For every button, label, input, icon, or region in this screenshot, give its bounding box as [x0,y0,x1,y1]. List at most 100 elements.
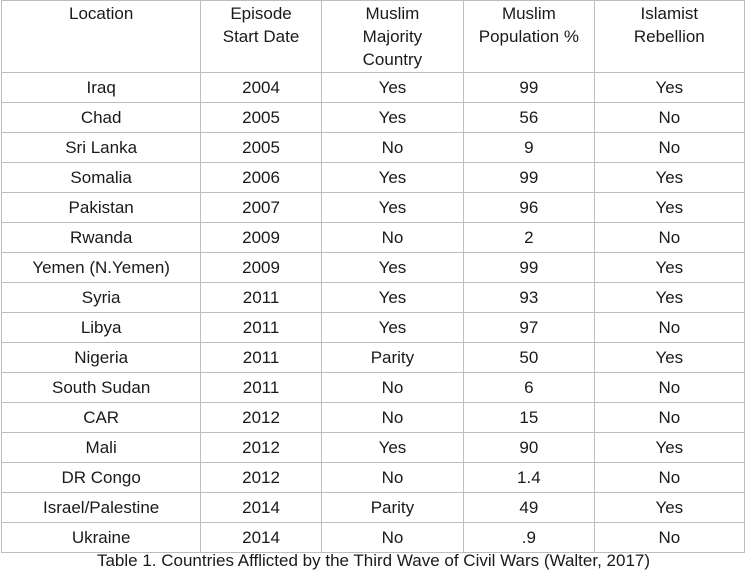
header-line: Islamist [640,4,699,23]
cell-muslim-majority-country: No [320,222,465,253]
cell-muslim-majority-country: Parity [320,492,465,523]
cell-location: Somalia [0,162,202,193]
header-line: Rebellion [633,27,705,46]
cell-episode-start-date: 2012 [200,402,322,433]
cell-episode-start-date: 2014 [200,522,322,553]
cell-muslim-majority-country: Yes [320,72,465,103]
cell-muslim-population-percent: 49 [463,492,595,523]
cell-islamist-rebellion: No [593,222,746,253]
cell-muslim-population-percent: .9 [463,522,595,553]
cell-location: Sri Lanka [0,132,202,163]
header-line: Location [69,4,134,23]
table-header: Location Episode Start Date Muslim Majority C… [0,0,746,73]
cell-islamist-rebellion: No [593,402,746,433]
cell-islamist-rebellion: Yes [593,282,746,313]
cell-episode-start-date: 2009 [200,222,322,253]
cell-location: Pakistan [0,192,202,223]
cell-islamist-rebellion: No [593,132,746,163]
cell-muslim-population-percent: 93 [463,282,595,313]
cell-islamist-rebellion: Yes [593,162,746,193]
cell-episode-start-date: 2014 [200,492,322,523]
cell-location: Israel/Palestine [0,492,202,523]
cell-episode-start-date: 2007 [200,192,322,223]
header-row: Location Episode Start Date Muslim Majority C… [0,0,746,73]
cell-muslim-majority-country: No [320,522,465,553]
cell-location: South Sudan [0,372,202,403]
table-row: Nigeria 2011 Parity 50 Yes [0,342,746,373]
cell-islamist-rebellion: No [593,462,746,493]
header-line: Start Date [222,27,300,46]
cell-islamist-rebellion: No [593,102,746,133]
cell-episode-start-date: 2005 [200,102,322,133]
header-line: Muslim [501,4,556,23]
cell-islamist-rebellion: Yes [593,72,746,103]
cell-muslim-population-percent: 96 [463,192,595,223]
cell-muslim-population-percent: 2 [463,222,595,253]
cell-episode-start-date: 2012 [200,432,322,463]
cell-episode-start-date: 2004 [200,72,322,103]
cell-islamist-rebellion: Yes [593,192,746,223]
cell-muslim-majority-country: No [320,132,465,163]
cell-location: Iraq [0,72,202,103]
cell-muslim-population-percent: 99 [463,72,595,103]
cell-episode-start-date: 2011 [200,372,322,403]
header-location: Location [0,0,202,73]
cell-muslim-population-percent: 50 [463,342,595,373]
cell-muslim-majority-country: Yes [320,252,465,283]
cell-islamist-rebellion: Yes [593,492,746,523]
cell-muslim-population-percent: 6 [463,372,595,403]
header-line: Majority [362,27,423,46]
civil-wars-table: Location Episode Start Date Muslim Majority C… [0,0,746,553]
header-line: Country [362,50,423,69]
table-row: Syria 2011 Yes 93 Yes [0,282,746,313]
cell-islamist-rebellion: No [593,372,746,403]
header-muslim-population-percent: Muslim Population % [463,0,595,73]
cell-location: CAR [0,402,202,433]
table-row: Pakistan 2007 Yes 96 Yes [0,192,746,223]
cell-muslim-population-percent: 9 [463,132,595,163]
cell-location: Nigeria [0,342,202,373]
cell-islamist-rebellion: Yes [593,432,746,463]
header-islamist-rebellion: Islamist Rebellion [593,0,746,73]
table-row: CAR 2012 No 15 No [0,402,746,433]
cell-muslim-majority-country: Yes [320,432,465,463]
table-row: South Sudan 2011 No 6 No [0,372,746,403]
cell-location: DR Congo [0,462,202,493]
cell-muslim-majority-country: Yes [320,282,465,313]
table-row: Mali 2012 Yes 90 Yes [0,432,746,463]
cell-episode-start-date: 2012 [200,462,322,493]
cell-muslim-population-percent: 15 [463,402,595,433]
cell-episode-start-date: 2005 [200,132,322,163]
cell-muslim-population-percent: 1.4 [463,462,595,493]
cell-muslim-majority-country: Yes [320,102,465,133]
cell-muslim-majority-country: Yes [320,192,465,223]
cell-episode-start-date: 2006 [200,162,322,193]
header-line: Muslim [365,4,420,23]
cell-muslim-population-percent: 97 [463,312,595,343]
cell-muslim-population-percent: 90 [463,432,595,463]
table-row: Sri Lanka 2005 No 9 No [0,132,746,163]
table-row: Rwanda 2009 No 2 No [0,222,746,253]
cell-location: Yemen (N.Yemen) [0,252,202,283]
cell-location: Syria [0,282,202,313]
table-caption: Table 1. Countries Afflicted by the Thir… [96,551,651,570]
table-body: Iraq 2004 Yes 99 Yes Chad 2005 Yes 56 No Sri Lanka… [0,72,746,553]
cell-location: Libya [0,312,202,343]
cell-episode-start-date: 2011 [200,312,322,343]
table-row: Libya 2011 Yes 97 No [0,312,746,343]
cell-muslim-population-percent: 99 [463,252,595,283]
cell-muslim-population-percent: 99 [463,162,595,193]
cell-islamist-rebellion: No [593,312,746,343]
cell-muslim-majority-country: No [320,402,465,433]
cell-muslim-majority-country: Parity [320,342,465,373]
header-muslim-majority-country: Muslim Majority Country [320,0,465,73]
cell-islamist-rebellion: No [593,522,746,553]
table-row: Somalia 2006 Yes 99 Yes [0,162,746,193]
cell-episode-start-date: 2011 [200,342,322,373]
header-episode-start-date: Episode Start Date [200,0,322,73]
cell-muslim-majority-country: Yes [320,162,465,193]
cell-muslim-majority-country: No [320,372,465,403]
table-row: Israel/Palestine 2014 Parity 49 Yes [0,492,746,523]
cell-muslim-population-percent: 56 [463,102,595,133]
cell-episode-start-date: 2011 [200,282,322,313]
